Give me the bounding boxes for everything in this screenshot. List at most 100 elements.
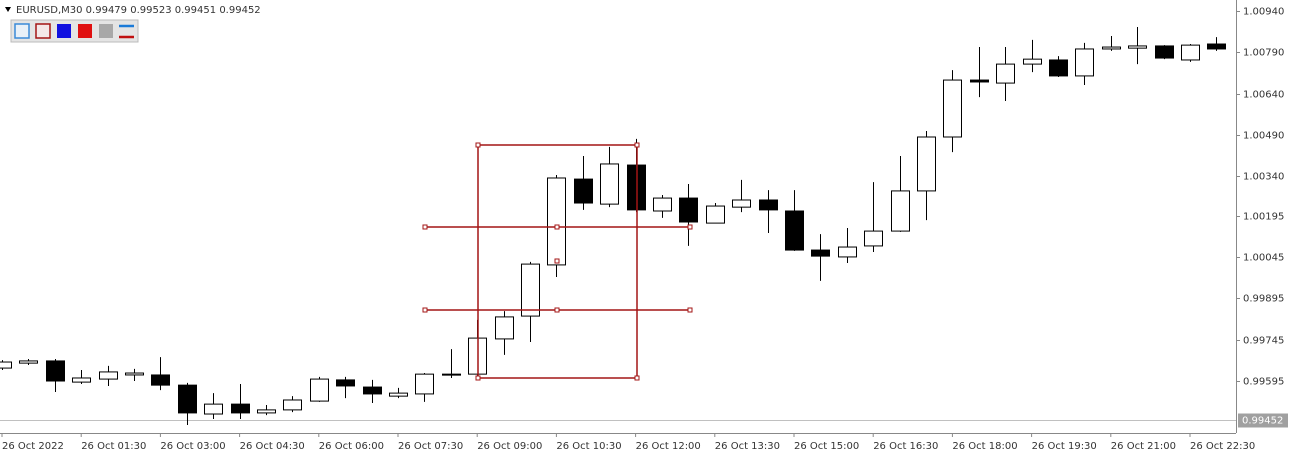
toolbar-bg: [10, 19, 139, 43]
x-tick-label: 26 Oct 09:00: [477, 441, 542, 452]
candle-body: [600, 163, 619, 205]
candle-body: [1128, 45, 1147, 49]
x-tick-label: 26 Oct 15:00: [794, 441, 859, 452]
tool-handle[interactable]: [422, 224, 428, 230]
tool-handle[interactable]: [475, 142, 481, 148]
y-tick-label: 0.99595: [1243, 377, 1284, 388]
candle-body: [891, 190, 910, 232]
y-tick-label: 1.00940: [1243, 7, 1284, 18]
candle-body: [125, 372, 144, 376]
y-tick-label: 0.99745: [1243, 336, 1284, 347]
color-swatch[interactable]: [99, 24, 113, 38]
candle-body: [838, 246, 857, 258]
candle-body: [1102, 46, 1121, 50]
y-tick-label: 1.00340: [1243, 172, 1284, 183]
menu-arrow[interactable]: [5, 7, 11, 12]
x-tick-label: 26 Oct 12:00: [636, 441, 701, 452]
candle-body: [257, 409, 276, 414]
candle-body: [943, 79, 962, 138]
x-tick-label: 26 Oct 06:00: [319, 441, 384, 452]
tool-handle[interactable]: [475, 375, 481, 381]
header-open: 0.99479: [86, 5, 127, 16]
candle-body: [389, 392, 408, 397]
header-close: 0.99452: [219, 5, 260, 16]
candle-body: [759, 199, 778, 211]
candle-body: [231, 403, 250, 414]
candle-body: [574, 178, 593, 204]
candle-body: [442, 373, 461, 376]
candle-body: [653, 197, 672, 212]
candle-body: [1181, 44, 1200, 61]
color-swatch[interactable]: [78, 24, 92, 38]
candle-body: [178, 384, 197, 414]
current-price-label: 0.99452: [1242, 416, 1283, 427]
candle-body: [917, 136, 936, 192]
tool-handle[interactable]: [687, 307, 693, 313]
current-price-box: [1238, 413, 1288, 428]
y-tick-label: 1.00195: [1243, 212, 1284, 223]
y-tick-label: 1.00045: [1243, 253, 1284, 264]
tool-handle[interactable]: [422, 307, 428, 313]
header-low: 0.99451: [175, 5, 216, 16]
candle-body: [1023, 58, 1042, 65]
color-swatch[interactable]: [14, 23, 30, 39]
candle-body: [310, 378, 329, 402]
candle-body: [811, 249, 830, 257]
candle-body: [99, 371, 118, 380]
header-high: 0.99523: [130, 5, 171, 16]
candle-body: [415, 373, 434, 395]
y-tick-label: 0.99895: [1243, 294, 1284, 305]
candle-body: [732, 199, 751, 208]
y-tick-label: 1.00640: [1243, 90, 1284, 101]
candle-body: [72, 377, 91, 383]
color-swatch[interactable]: [35, 23, 51, 39]
y-tick-label: 1.00790: [1243, 48, 1284, 59]
candle-body: [363, 386, 382, 395]
color-swatch[interactable]: [57, 24, 71, 38]
candle-body: [1075, 48, 1094, 77]
y-tick-label: 1.00490: [1243, 131, 1284, 142]
tool-handle[interactable]: [687, 224, 693, 230]
x-tick-label: 26 Oct 2022: [2, 441, 64, 452]
toolbar: [10, 19, 139, 43]
candle-body: [547, 177, 566, 266]
tool-handle[interactable]: [554, 258, 560, 264]
candle-body: [336, 379, 355, 387]
candle-body: [19, 360, 38, 364]
x-tick-label: 26 Oct 21:00: [1111, 441, 1176, 452]
drawing-tool: [422, 142, 693, 381]
candle-body: [283, 399, 302, 411]
x-tick-label: 26 Oct 19:30: [1032, 441, 1097, 452]
x-tick-label: 26 Oct 03:00: [160, 441, 225, 452]
x-tick-label: 26 Oct 10:30: [556, 441, 621, 452]
x-tick-label: 26 Oct 16:30: [873, 441, 938, 452]
candle-body: [151, 374, 170, 386]
x-tick-label: 26 Oct 22:30: [1190, 441, 1255, 452]
candle-body: [1155, 45, 1174, 59]
candle-body: [0, 361, 12, 369]
candle-body: [785, 210, 804, 251]
x-tick-label: 26 Oct 07:30: [398, 441, 463, 452]
candle-body: [521, 263, 540, 317]
tool-handle[interactable]: [634, 375, 640, 381]
tool-handle[interactable]: [554, 307, 560, 313]
candle-body: [204, 403, 223, 415]
candle-body: [46, 360, 65, 382]
x-tick-label: 26 Oct 04:30: [240, 441, 305, 452]
candle-body: [864, 230, 883, 247]
x-tick-label: 26 Oct 18:00: [952, 441, 1017, 452]
tool-handle[interactable]: [554, 224, 560, 230]
tool-rectangle[interactable]: [477, 144, 638, 379]
candle-body: [970, 79, 989, 83]
candle-body: [996, 63, 1015, 84]
candle-body: [706, 205, 725, 224]
candle-body: [1049, 59, 1068, 77]
candle-body: [495, 316, 514, 340]
x-tick-label: 26 Oct 01:30: [81, 441, 146, 452]
x-tick-label: 26 Oct 13:30: [715, 441, 780, 452]
chart-header: EURUSD,M30 0.99479 0.99523 0.99451 0.994…: [16, 5, 261, 16]
candle-body: [679, 197, 698, 223]
tool-handle[interactable]: [634, 142, 640, 148]
symbol: EURUSD,M30: [16, 5, 82, 16]
